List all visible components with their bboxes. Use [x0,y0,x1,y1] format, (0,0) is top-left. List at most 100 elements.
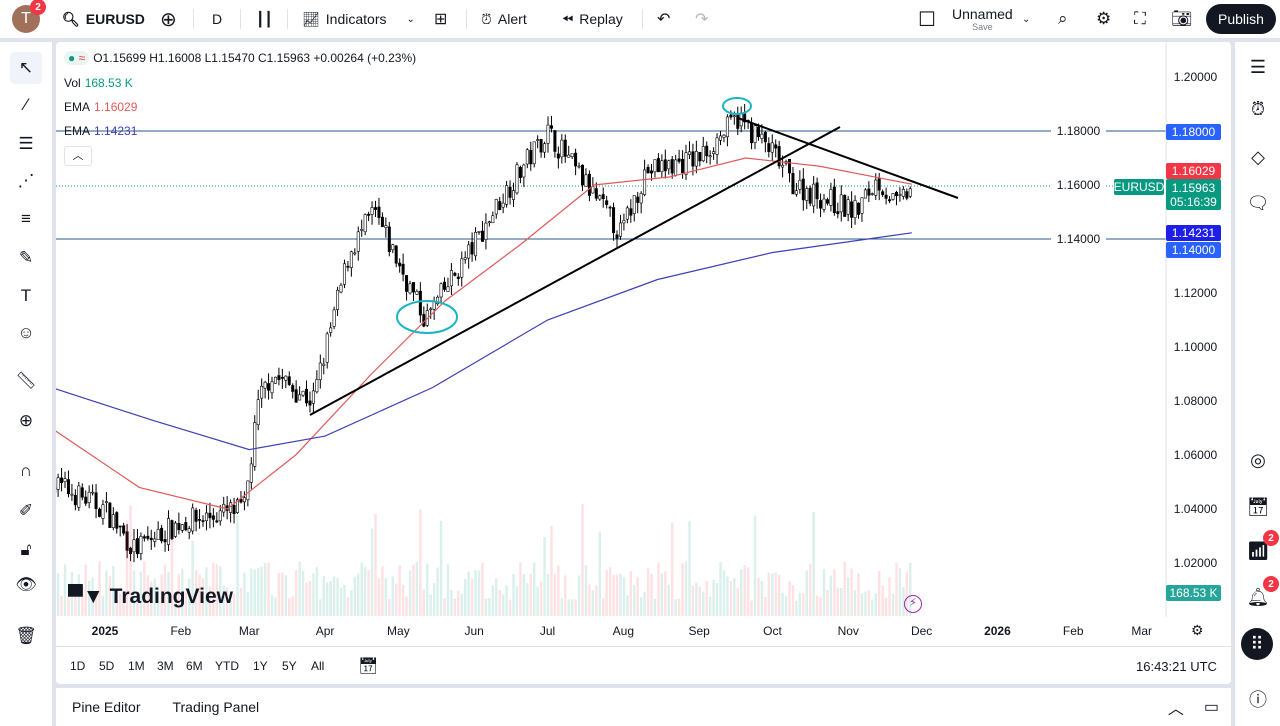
volume-bar [698,586,702,616]
ideas-button[interactable]: 📶︎ 2 [1243,530,1279,566]
maximize-icon[interactable]: ▭ [1203,699,1219,716]
icon-tool[interactable]: ☺ [10,317,42,349]
compare-symbol-button[interactable]: ⊕ [160,0,177,38]
interval-button[interactable]: D [212,11,223,27]
layout-chevron[interactable]: ⌄ [1022,0,1030,38]
range-ytd[interactable]: YTD [215,659,239,673]
pattern-tool[interactable]: ⋰ [10,165,42,197]
tab-trading-panel[interactable]: Trading Panel [172,699,260,715]
events-icon[interactable]: ⚡︎ [904,595,922,613]
candle-body [211,515,215,520]
volume-bar [850,568,853,616]
apps-button[interactable]: ⠿ [1241,628,1273,660]
range-1d[interactable]: 1D [70,659,86,673]
screenshot-button[interactable]: 📷︎ [1171,0,1193,38]
volume-bar [871,599,874,616]
range-1y[interactable]: 1Y [253,659,268,673]
tradingview-logo[interactable]: ▀▼ TradingView [68,585,233,608]
bell-icon: 🔔︎ [1246,586,1270,607]
candle-body [567,154,571,158]
candle-body [191,507,195,532]
volume-bar [119,593,122,616]
volume-bar [112,565,115,616]
target-button[interactable]: ◎ [1243,445,1273,475]
quick-search-button[interactable]: ⌕ [1058,0,1068,38]
undo-button[interactable]: ↶ [657,0,670,38]
cursor-tool[interactable]: ↖ [10,52,42,84]
volume-bar [822,569,826,616]
stay-drawing-tool[interactable]: ✐ [10,495,42,527]
date-range-button[interactable]: 📅︎ [358,656,378,676]
chevron-up-icon: ︿ [72,150,84,162]
fullscreen-button[interactable]: ⛶ [1134,0,1146,38]
delete-tool[interactable]: 🗑︎ [10,620,42,652]
text-tool[interactable]: T [10,280,42,312]
range-6m[interactable]: 6M [186,659,203,673]
publish-button[interactable]: Publish [1206,0,1276,38]
zoom-tool[interactable]: ⊕ [10,405,42,437]
layout-name[interactable]: Unnamed Save [952,6,1013,32]
indicators-button[interactable]: 📈︎ Indicators ⌄ [302,10,415,28]
candle-body [494,199,498,215]
volume-bar [702,591,705,616]
volume-bar [860,593,864,616]
range-5y[interactable]: 5Y [282,659,297,673]
volume-bar [719,562,722,616]
templates-button[interactable]: ⊞ [434,0,447,38]
alert-button[interactable]: ⏰︎ Alert [481,10,527,28]
settings-button[interactable]: ⚙ [1096,0,1111,38]
candle-body [518,166,522,178]
chart-type-button[interactable]: ┃┃ [256,0,273,38]
brush-tool[interactable]: ✎ [10,242,42,274]
layout-button[interactable]: ☐ [918,0,936,38]
candle-body [470,242,474,255]
volume-bar [232,594,236,616]
replay-button[interactable]: ⏪︎ Replay [562,10,623,28]
magnet-tool[interactable]: ∩ [10,455,42,487]
price-tick: 1.14000 [1051,232,1106,246]
notifications-button[interactable]: 🔔︎ 2 [1243,576,1279,612]
collapse-legend-button[interactable]: ︿ [64,146,92,166]
axis-settings-button[interactable]: ⚙ [1191,622,1204,639]
candle-body [339,284,343,293]
help-button[interactable]: ⓘ [1243,684,1273,714]
candle-body [139,535,143,554]
target-icon: ◎ [1250,449,1266,470]
range-5d[interactable]: 5D [99,659,115,673]
lock-tool[interactable]: 🔓︎ [10,534,42,566]
chevron-down-icon[interactable]: ⌄ [406,13,415,25]
volume-bar [891,593,895,616]
candle-body [432,301,436,310]
hide-tool[interactable]: 👁︎ [10,569,42,601]
measure-tool[interactable]: 📏︎ [10,365,42,397]
price-chart[interactable] [56,42,1231,684]
candle-body [660,160,664,173]
chat-button[interactable]: 🗨︎ [1243,188,1273,218]
chart-panel[interactable]: ● ≈ O1.15699 H1.16008 L1.15470 C1.15963 +… [56,42,1231,684]
candle-body [374,207,378,210]
candle-body [853,200,857,219]
clock[interactable]: 16:43:21 UTC [1136,659,1217,674]
volume-bar [370,528,374,616]
trendline-tool[interactable]: ⁄ [10,89,42,121]
range-3m[interactable]: 3M [157,659,174,673]
volume-bar [346,597,350,616]
volume-label: 168.53 K [1166,585,1221,601]
symbol-search[interactable]: 🔍︎ EURUSD [62,10,145,28]
redo-button[interactable]: ↷ [695,0,708,38]
fib-tool[interactable]: ☰ [10,128,42,160]
volume-bar [436,567,439,616]
candle-body [708,155,712,158]
volume-bar [395,583,398,616]
chevron-up-icon[interactable]: ︿ [1167,701,1184,718]
alerts-button[interactable]: ⏰︎ [1243,94,1273,124]
watchlist-button[interactable]: ☰ [1243,52,1273,82]
tab-pine-editor[interactable]: Pine Editor [72,699,141,715]
range-all[interactable]: All [311,659,325,673]
calendar-button[interactable]: 📅︎ [1243,492,1273,522]
range-1m[interactable]: 1M [128,659,145,673]
projection-tool[interactable]: ≡ [10,203,42,235]
layers-button[interactable]: ◇ [1243,142,1273,172]
